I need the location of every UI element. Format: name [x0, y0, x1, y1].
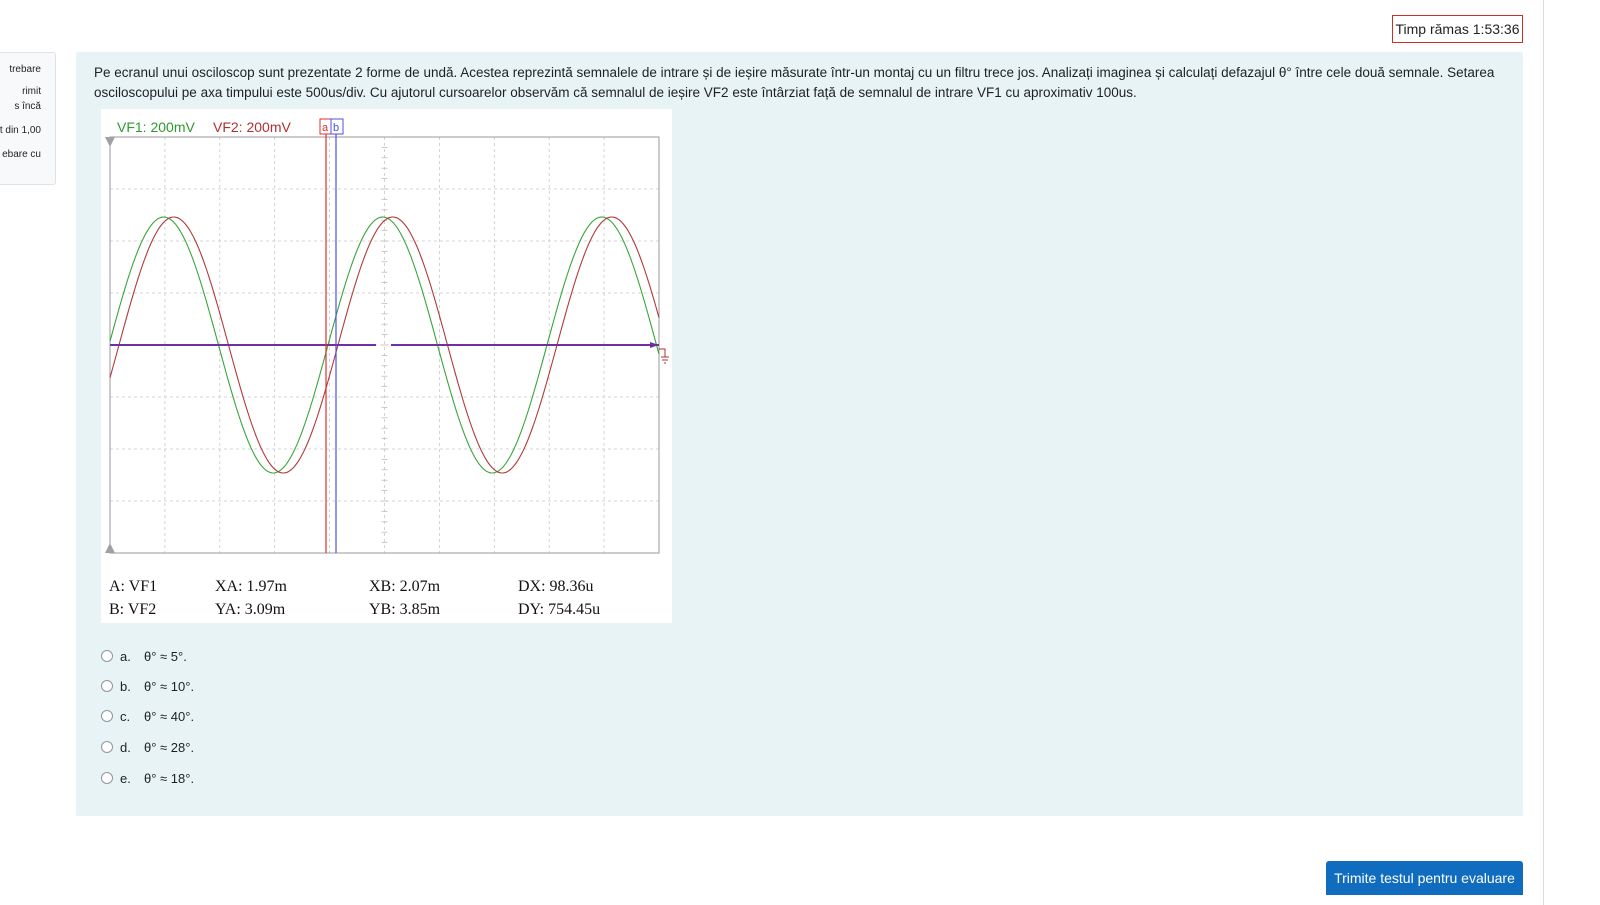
radio-d[interactable] [101, 741, 113, 753]
question-info-line: t din 1,00 [0, 125, 41, 136]
ground-icon [659, 348, 669, 364]
question-info-line: trebare [9, 64, 41, 75]
answer-text: θ° ≈ 10°. [144, 679, 195, 694]
oscilloscope-screen: VF1: 200mV VF2: 200mV a b [105, 118, 669, 554]
cursor-b-tab [330, 118, 344, 135]
question-text: Pe ecranul unui osciloscop sunt prezenta… [94, 65, 1495, 100]
question-info-line: ebare cu [2, 149, 41, 160]
answer-text: θ° ≈ 40°. [144, 709, 195, 724]
scrollbar-track [1543, 0, 1544, 905]
answer-letter: c. [120, 709, 131, 724]
readout-channel-a: A: VF1 [109, 578, 158, 595]
vf2-waveform [109, 216, 660, 474]
cursor-b-label: b [333, 122, 339, 134]
radio-a[interactable] [101, 650, 113, 662]
question-info-panel: trebare rimit s încă t din 1,00 ebare cu [0, 52, 56, 185]
timer-box: Timp rămas 1:53:36 [1392, 15, 1523, 43]
readout-channel-b: B: VF2 [109, 601, 157, 618]
radio-b[interactable] [101, 680, 113, 692]
answer-text: θ° ≈ 5°. [144, 649, 187, 664]
question-info-line: rimit [22, 86, 41, 97]
answer-letter: a. [120, 649, 131, 664]
radio-e[interactable] [101, 772, 113, 784]
timer-label: Timp rămas 1:53:36 [1395, 21, 1520, 37]
ch2-label: VF2: 200mV [213, 119, 291, 135]
readout-dx: DX: 98.36u [518, 578, 594, 595]
readout-ya: YA: 3.09m [215, 601, 286, 618]
readout-yb: YB: 3.85m [369, 601, 441, 618]
readout-xa: XA: 1.97m [215, 578, 287, 595]
answer-option-e[interactable]: e. θ° ≈ 18°. [101, 769, 401, 789]
answer-letter: d. [120, 740, 131, 755]
answer-text: θ° ≈ 28°. [144, 740, 195, 755]
answer-letter: b. [120, 679, 131, 694]
level-arrow [650, 342, 659, 348]
trigger-top-marker [105, 137, 115, 147]
answer-option-d[interactable]: d. θ° ≈ 28°. [101, 738, 401, 758]
radio-c[interactable] [101, 710, 113, 722]
ch1-label: VF1: 200mV [117, 119, 195, 135]
answer-option-c[interactable]: c. θ° ≈ 40°. [101, 707, 401, 727]
vf1-waveform [109, 216, 660, 474]
submit-test-button[interactable]: Trimite testul pentru evaluare [1326, 861, 1523, 895]
question-info-line: s încă [14, 101, 41, 112]
cursor-a-label: a [322, 122, 329, 134]
trigger-bottom-marker [105, 543, 115, 553]
question-content: Pe ecranul unui osciloscop sunt prezenta… [76, 52, 1523, 816]
answer-option-b[interactable]: b. θ° ≈ 10°. [101, 677, 401, 697]
answer-text: θ° ≈ 18°. [144, 771, 195, 786]
readout-xb: XB: 2.07m [369, 578, 441, 595]
readout-dy: DY: 754.45u [518, 601, 601, 618]
oscilloscope-image: VF1: 200mV VF2: 200mV a b A: VF1 XA: 1.9… [101, 109, 672, 623]
answer-letter: e. [120, 771, 131, 786]
answer-option-a[interactable]: a. θ° ≈ 5°. [101, 647, 401, 667]
